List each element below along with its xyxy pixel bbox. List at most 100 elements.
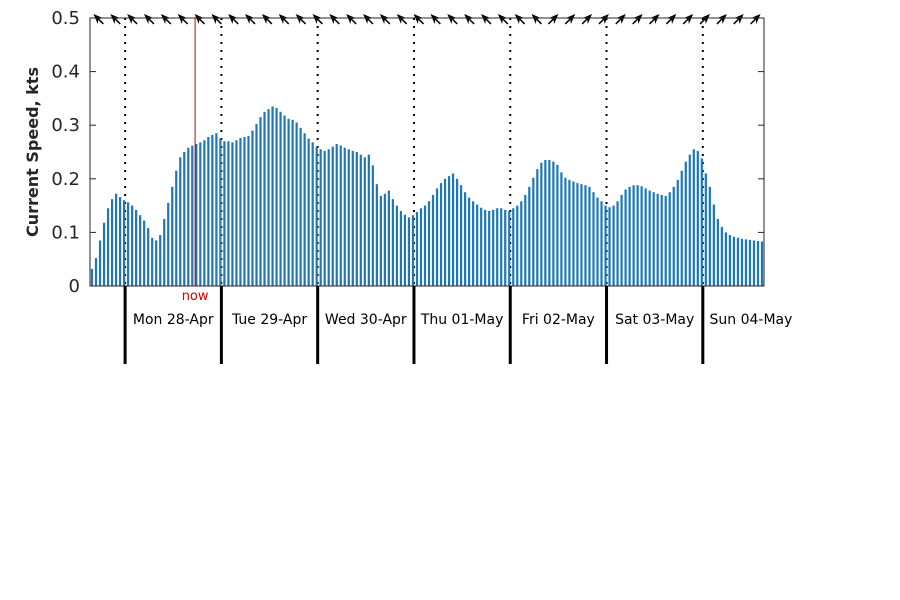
- speed-bar: [247, 135, 250, 286]
- y-tick-label: 0.4: [51, 62, 80, 83]
- arrow-tail: [232, 18, 239, 25]
- arrow-tail: [502, 18, 509, 25]
- speed-bar: [536, 169, 539, 286]
- speed-bar: [279, 111, 282, 286]
- direction-arrow: [750, 14, 761, 25]
- speed-bar: [343, 147, 346, 286]
- arrow-tail: [682, 18, 689, 25]
- speed-bar: [740, 238, 744, 286]
- speed-bar: [118, 197, 122, 286]
- arrow-tail: [632, 18, 639, 25]
- direction-arrow: [716, 14, 727, 25]
- y-tick-label: 0.5: [51, 8, 80, 29]
- speed-bar: [620, 194, 623, 286]
- day-label: Sat 03-May: [615, 312, 694, 328]
- speed-bar: [203, 140, 206, 286]
- arrow-tail: [131, 18, 138, 25]
- day-label: Mon 28-Apr: [133, 312, 214, 328]
- direction-arrow: [648, 14, 660, 25]
- speed-bar: [664, 195, 667, 286]
- speed-bar: [223, 141, 226, 286]
- speed-bar: [351, 150, 354, 286]
- speed-bar: [528, 186, 531, 286]
- arrow-tail: [468, 18, 475, 25]
- speed-bar: [700, 158, 703, 286]
- speed-bar: [303, 133, 306, 286]
- speed-bar: [419, 208, 423, 286]
- arrow-tail: [283, 18, 290, 25]
- arrow-tail: [97, 18, 104, 25]
- speed-bar: [472, 201, 475, 286]
- y-tick-label: 0.2: [51, 169, 80, 190]
- now-marker-label: now: [182, 289, 209, 304]
- y-tick-label: 0.1: [51, 222, 80, 243]
- speed-bar: [708, 186, 711, 286]
- speed-bar: [90, 268, 94, 286]
- speed-bar: [355, 152, 358, 286]
- arrow-head: [565, 14, 576, 24]
- speed-bar: [752, 240, 756, 286]
- direction-arrow: [127, 14, 138, 25]
- speed-bar: [191, 145, 194, 286]
- direction-arrow: [733, 14, 744, 25]
- speed-bar: [299, 127, 302, 286]
- speed-bar: [616, 201, 619, 286]
- speed-bar: [435, 188, 439, 286]
- speed-bar: [311, 142, 314, 286]
- speed-bar: [135, 209, 138, 286]
- speed-bar: [624, 189, 627, 286]
- speed-bar: [295, 122, 298, 287]
- speed-bar: [219, 138, 222, 286]
- speed-bar: [676, 179, 679, 286]
- arrow-tail: [182, 18, 189, 25]
- speed-bar: [131, 205, 134, 286]
- speed-bar: [231, 142, 234, 286]
- speed-bar: [159, 235, 162, 286]
- speed-bar: [556, 164, 559, 286]
- speed-bar: [532, 177, 535, 286]
- arrow-tail: [547, 18, 554, 25]
- speed-bar: [263, 111, 266, 286]
- speed-bar: [359, 154, 362, 286]
- arrow-tail: [266, 18, 273, 25]
- speed-bar: [568, 179, 571, 286]
- speed-bar: [592, 192, 595, 286]
- speed-bar: [460, 185, 463, 286]
- speed-bar: [167, 202, 170, 286]
- speed-bar: [323, 150, 326, 286]
- speed-bar: [672, 186, 675, 286]
- speed-bar: [275, 108, 278, 286]
- arrow-tail: [535, 18, 543, 25]
- speed-bar: [480, 207, 483, 286]
- direction-arrow: [144, 14, 155, 25]
- speed-bar: [628, 186, 631, 286]
- arrow-tail: [598, 18, 605, 25]
- speed-bar: [720, 227, 723, 286]
- arrow-tail: [333, 18, 340, 25]
- speed-bar: [110, 199, 114, 286]
- speed-bar: [584, 185, 587, 286]
- speed-bar: [271, 106, 274, 286]
- speed-bar: [199, 142, 202, 286]
- speed-bar: [251, 130, 254, 286]
- direction-arrow: [261, 14, 273, 25]
- speed-bar: [488, 210, 491, 286]
- speed-bar: [375, 184, 378, 286]
- speed-bar: [552, 161, 555, 286]
- speed-bar: [123, 200, 126, 286]
- speed-bar: [175, 170, 178, 286]
- speed-bar: [524, 194, 527, 286]
- arrow-tail: [485, 18, 492, 25]
- direction-arrow: [329, 14, 340, 25]
- speed-bar: [540, 162, 543, 286]
- direction-arrow: [665, 14, 677, 25]
- speed-bar: [163, 219, 166, 286]
- speed-bar: [455, 178, 459, 286]
- speed-bar: [684, 161, 687, 286]
- speed-bar: [468, 197, 471, 286]
- direction-arrow: [682, 14, 694, 25]
- arrow-head: [750, 14, 761, 24]
- arrow-tail: [401, 18, 408, 25]
- direction-arrow: [110, 14, 121, 25]
- speed-bar: [171, 186, 174, 286]
